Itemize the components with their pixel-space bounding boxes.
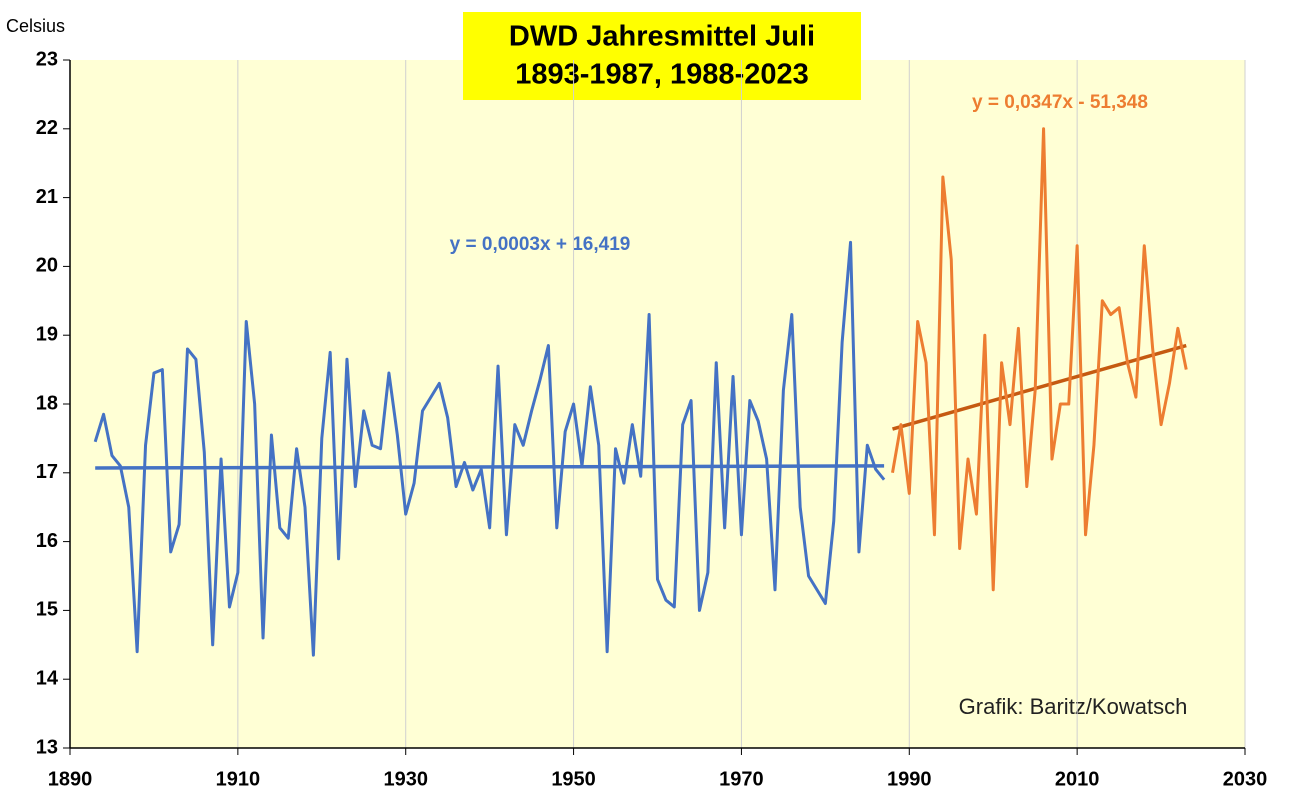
data-line bbox=[93, 240, 886, 657]
y-axis-label: Celsius bbox=[6, 16, 65, 36]
data-line bbox=[891, 127, 1188, 592]
x-tick-label: 1890 bbox=[48, 768, 93, 790]
y-tick-label: 22 bbox=[36, 117, 58, 139]
x-tick-label: 1910 bbox=[216, 768, 261, 790]
annotation: Grafik: Baritz/Kowatsch bbox=[959, 694, 1188, 719]
x-tick-label: 1990 bbox=[887, 768, 932, 790]
x-tick-label: 1930 bbox=[383, 768, 428, 790]
annotation: y = 0,0347x - 51,348 bbox=[972, 92, 1148, 113]
x-tick-label: 2010 bbox=[1055, 768, 1100, 790]
chart-title: DWD Jahresmittel Juli bbox=[509, 21, 815, 53]
trend-line bbox=[95, 464, 885, 470]
title-box bbox=[463, 12, 861, 100]
chart-subtitle: 1893-1987, 1988-2023 bbox=[515, 59, 808, 91]
x-tick-label: 2030 bbox=[1223, 768, 1268, 790]
x-tick-label: 1950 bbox=[551, 768, 596, 790]
y-tick-label: 16 bbox=[36, 530, 58, 552]
annotation: y = 0,0003x + 16,419 bbox=[450, 234, 631, 255]
y-tick-label: 21 bbox=[36, 186, 58, 208]
y-tick-label: 13 bbox=[36, 736, 58, 758]
y-tick-label: 18 bbox=[36, 392, 58, 414]
y-tick-label: 14 bbox=[36, 667, 59, 689]
y-tick-label: 23 bbox=[36, 48, 58, 70]
y-tick-label: 19 bbox=[36, 323, 58, 345]
y-tick-label: 20 bbox=[36, 255, 58, 277]
y-tick-label: 15 bbox=[36, 599, 58, 621]
x-tick-label: 1970 bbox=[719, 768, 764, 790]
y-tick-label: 17 bbox=[36, 461, 58, 483]
